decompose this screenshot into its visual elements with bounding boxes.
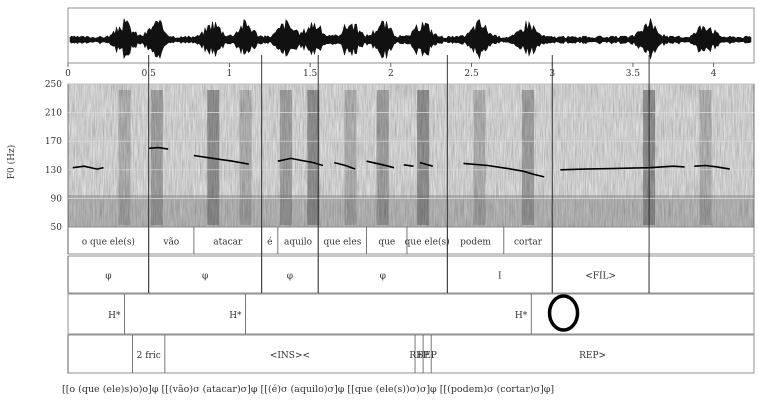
f0-tick-label: 50	[51, 223, 63, 233]
annotation-tiers: o que ele(s) vão atacar é aquilo que eles que q…	[67, 226, 755, 374]
time-tick-label: 2	[388, 69, 394, 79]
f0-segment	[193, 154, 249, 165]
boundary-lines	[148, 55, 650, 293]
f0-segment	[366, 160, 395, 169]
event-tier-label: REP>	[579, 351, 606, 361]
time-tick-label: 1	[227, 69, 233, 79]
word-tier-label: podem	[460, 238, 491, 248]
f0-axis: 50 90 130 170 210 250	[45, 80, 62, 233]
phrase-tier-label: φ	[105, 272, 111, 282]
f0-tick-label: 210	[45, 109, 62, 119]
f0-segment	[334, 161, 356, 170]
tone-label: H*	[515, 311, 528, 321]
f0-segment	[72, 165, 104, 170]
word-tier-label: cortar	[514, 238, 543, 248]
f0-segment	[463, 162, 545, 178]
time-tick-label: 0	[65, 69, 71, 79]
f0-axis-label: F0 (Hz)	[6, 145, 17, 179]
time-tick-label: 3.5	[626, 69, 641, 79]
tone-label: H*	[229, 311, 242, 321]
word-tier-label: atacar	[213, 238, 243, 248]
f0-segment	[419, 161, 434, 167]
word-tier-label: aquilo	[284, 238, 312, 248]
f0-segment	[560, 165, 685, 171]
phrase-tier-label: φ	[202, 272, 208, 282]
phrase-tier-label: φ	[380, 272, 386, 282]
phrase-tier-label: φ	[287, 272, 293, 282]
word-tier-label: o que ele(s)	[82, 237, 135, 248]
tone-label: H*	[108, 311, 121, 321]
f0-segment	[694, 164, 730, 170]
word-tier: o que ele(s) vão atacar é aquilo que eles que q…	[67, 226, 755, 255]
word-tier-label: que ele(s)	[405, 237, 450, 248]
f0-segment	[403, 164, 414, 167]
f0-tick-label: 90	[51, 194, 63, 204]
f0-tick-label: 170	[45, 137, 62, 147]
phrase-tier-label: <FIL>	[585, 272, 616, 282]
phrase-tier: φ φ φ φ I <FIL>	[67, 255, 755, 294]
prosodic-structure-line: [[o (que (ele)s)o)o]φ [[(vão)σ (atacar)σ…	[62, 384, 555, 395]
event-tier-label: REP	[409, 351, 428, 361]
f0-tick-label: 130	[45, 166, 62, 176]
f0-tick-label: 250	[45, 80, 62, 90]
phrase-tier-label: I	[498, 272, 502, 282]
circle-marker	[547, 294, 580, 332]
time-tick-label: 1.5	[303, 69, 318, 79]
word-tier-label: que	[378, 238, 395, 248]
event-tier-label: 2 fric	[137, 351, 161, 361]
time-tick-label: 4	[711, 69, 717, 79]
word-tier-label: vão	[162, 237, 179, 248]
event-tier-label: <INS><	[270, 351, 310, 361]
time-axis: 00.511.522.533.54	[65, 63, 717, 79]
event-tier-label: REP	[417, 351, 436, 361]
f0-segment	[148, 146, 169, 150]
tone-tier: H* H* H*	[67, 293, 755, 335]
word-tier-label: que eles	[323, 238, 361, 248]
f0-segment	[277, 157, 324, 167]
word-tier-label: é	[267, 237, 272, 248]
waveform	[69, 18, 752, 60]
f0-contour	[72, 146, 730, 178]
spectrogram	[68, 84, 754, 227]
time-tick-label: 2.5	[464, 69, 479, 79]
